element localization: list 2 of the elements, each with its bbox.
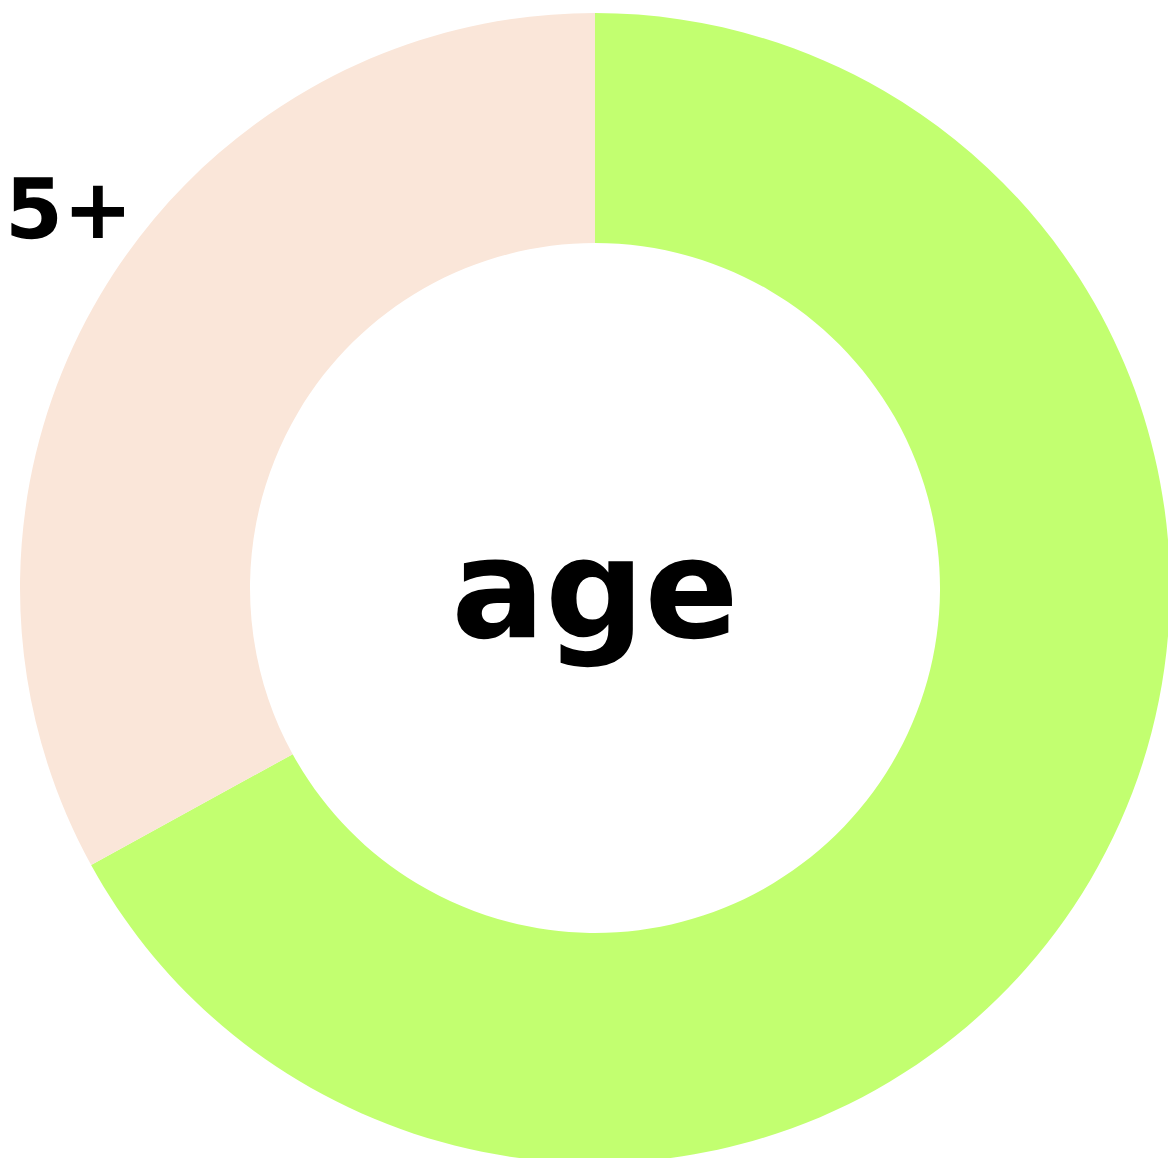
text: 5+ — [11, 177, 124, 240]
text: age — [457, 559, 732, 668]
